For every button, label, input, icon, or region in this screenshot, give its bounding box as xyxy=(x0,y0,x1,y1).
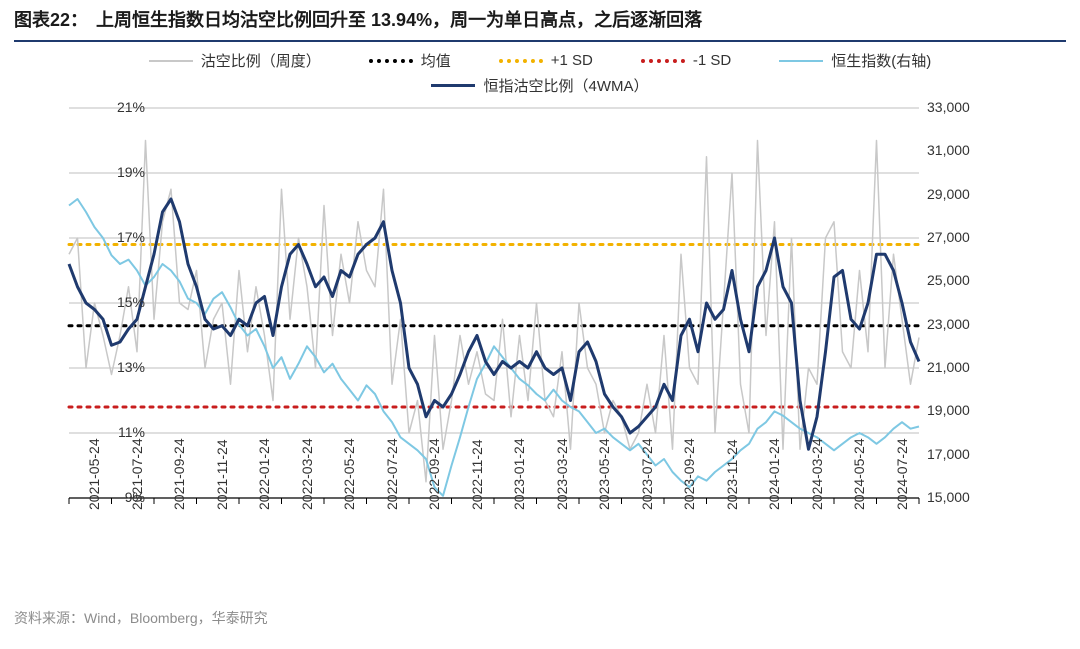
legend-label: +1 SD xyxy=(551,52,593,69)
y-left-tick: 17% xyxy=(117,229,145,245)
legend-item: 恒生指数(右轴) xyxy=(779,50,931,71)
legend-swatch xyxy=(641,59,685,63)
source-text: 资料来源：Wind，Bloomberg，华泰研究 xyxy=(14,608,1066,628)
legend: 沽空比例（周度） 均值 +1 SD -1 SD 恒生指数(右轴) 恒指沽空比例（4WMA） xyxy=(120,48,960,98)
series-4wma xyxy=(69,199,919,449)
legend-swatch xyxy=(369,59,413,63)
legend-item: -1 SD xyxy=(641,50,731,71)
legend-label: 恒生指数(右轴) xyxy=(831,50,931,71)
y-left-tick: 19% xyxy=(117,164,145,180)
y-right-tick: 15,000 xyxy=(927,489,970,505)
y-left-tick: 21% xyxy=(117,99,145,115)
chart-svg xyxy=(14,100,984,510)
y-right-tick: 23,000 xyxy=(927,316,970,332)
legend-item: 沽空比例（周度） xyxy=(149,50,321,71)
chart-number: 图表22： xyxy=(14,6,88,32)
legend-swatch xyxy=(779,60,823,62)
legend-label: 恒指沽空比例（4WMA） xyxy=(483,75,648,96)
y-right-tick: 19,000 xyxy=(927,402,970,418)
legend-swatch xyxy=(149,60,193,62)
legend-item: 均值 xyxy=(369,50,451,71)
y-right-tick: 21,000 xyxy=(927,359,970,375)
legend-label: -1 SD xyxy=(693,52,731,69)
legend-swatch xyxy=(431,84,475,87)
y-right-tick: 29,000 xyxy=(927,186,970,202)
legend-label: 沽空比例（周度） xyxy=(201,50,321,71)
y-right-tick: 17,000 xyxy=(927,446,970,462)
legend-item: +1 SD xyxy=(499,50,593,71)
y-left-tick: 13% xyxy=(117,359,145,375)
y-right-tick: 33,000 xyxy=(927,99,970,115)
y-left-tick: 15% xyxy=(117,294,145,310)
y-right-tick: 25,000 xyxy=(927,272,970,288)
chart-title: 上周恒生指数日均沽空比例回升至 13.94%，周一为单日高点，之后逐渐回落 xyxy=(96,6,702,32)
y-right-tick: 27,000 xyxy=(927,229,970,245)
legend-item: 恒指沽空比例（4WMA） xyxy=(431,75,648,96)
legend-label: 均值 xyxy=(421,50,451,71)
chart-area: 9%11%13%15%17%19%21%15,00017,00019,00021… xyxy=(14,100,1066,600)
legend-swatch xyxy=(499,59,543,63)
y-right-tick: 31,000 xyxy=(927,142,970,158)
